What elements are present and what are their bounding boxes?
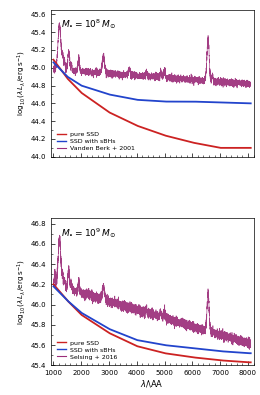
Y-axis label: $\log_{10}(\lambda L_{\lambda}\,/\mathrm{erg\,s^{-1}})$: $\log_{10}(\lambda L_{\lambda}\,/\mathrm… bbox=[16, 51, 28, 116]
Legend: pure SSD, SSD with sBHs, Selsing + 2016: pure SSD, SSD with sBHs, Selsing + 2016 bbox=[56, 339, 118, 361]
Text: $M_{\bullet} = 10^8\,M_{\odot}$: $M_{\bullet} = 10^8\,M_{\odot}$ bbox=[61, 17, 116, 31]
Y-axis label: $\log_{10}(\lambda L_{\lambda}\,/\mathrm{erg\,s^{-1}})$: $\log_{10}(\lambda L_{\lambda}\,/\mathrm… bbox=[16, 259, 28, 325]
Text: $M_{\bullet} = 10^9\,M_{\odot}$: $M_{\bullet} = 10^9\,M_{\odot}$ bbox=[61, 226, 116, 240]
X-axis label: $\lambda$/\AA: $\lambda$/\AA bbox=[140, 378, 164, 389]
Legend: pure SSD, SSD with sBHs, Vanden Berk + 2001: pure SSD, SSD with sBHs, Vanden Berk + 2… bbox=[56, 130, 136, 152]
